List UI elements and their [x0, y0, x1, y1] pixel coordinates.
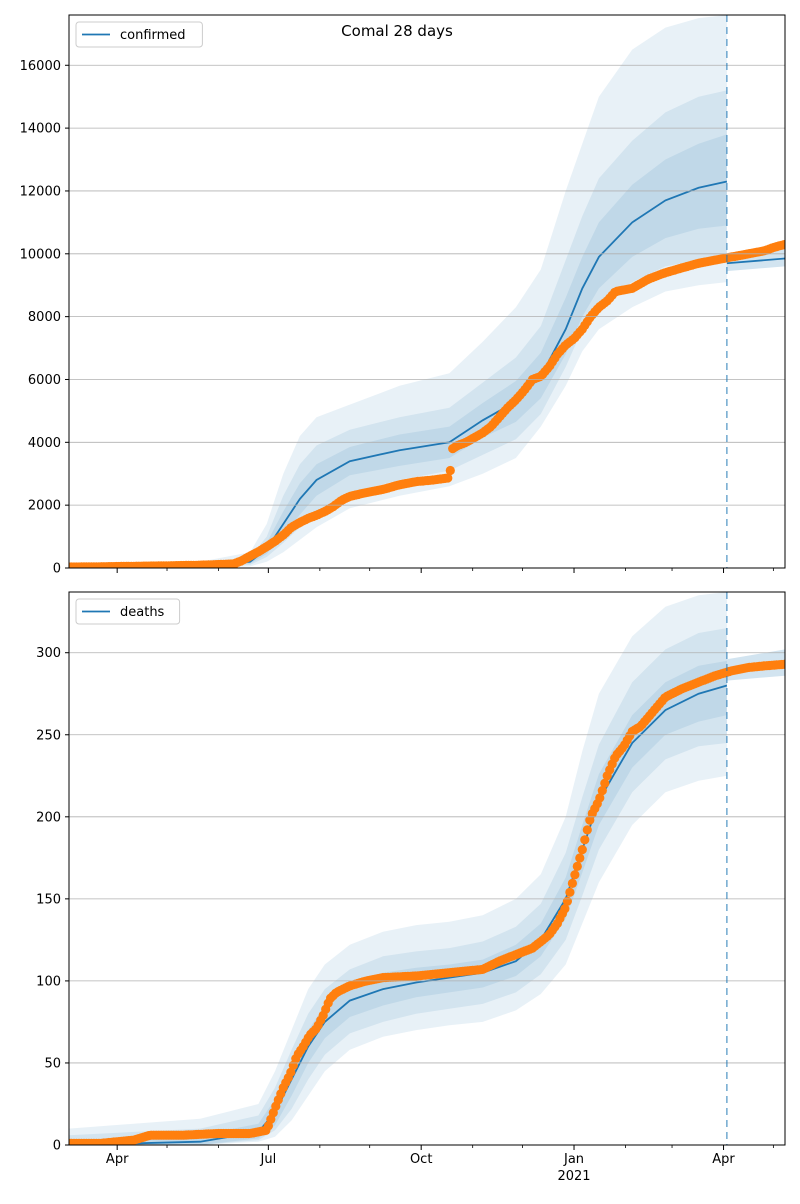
x-tick-label: Oct [410, 1152, 432, 1167]
y-tick-label: 50 [44, 1056, 61, 1071]
uncertainty-band-2 [69, 660, 727, 1145]
observed-point [570, 870, 580, 880]
y-tick-label: 14000 [20, 122, 61, 137]
y-tick-label: 300 [36, 646, 61, 661]
y-tick-label: 8000 [28, 310, 61, 325]
y-tick-label: 200 [36, 810, 61, 825]
y-tick-label: 16000 [20, 59, 61, 74]
y-tick-label: 10000 [20, 247, 61, 262]
uncertainty-band-0 [69, 592, 727, 1145]
x-tick-label: Jul [260, 1152, 277, 1167]
legend-label: deaths [120, 605, 165, 620]
observed-point [562, 896, 573, 906]
observed-point [779, 240, 785, 250]
observed-point [779, 659, 785, 669]
axes-frame [68, 14, 786, 569]
observed-point [580, 835, 590, 845]
observed-point [577, 845, 587, 855]
observed-point [595, 793, 605, 803]
observed-point [597, 786, 607, 796]
y-tick-label: 6000 [28, 373, 61, 388]
y-tick-label: 0 [53, 1139, 61, 1154]
x-tick-label: Apr [106, 1152, 129, 1167]
observed-point [582, 825, 592, 835]
observed-point [443, 473, 453, 483]
legend: confirmed [75, 21, 203, 48]
legend-box [75, 598, 181, 625]
x-tick-sublabel: 2021 [557, 1169, 590, 1184]
uncertainty-band-0 [69, 15, 727, 568]
uncertainty-band-2 [69, 134, 727, 567]
observed-point [565, 887, 575, 897]
legend-label: confirmed [120, 28, 186, 43]
y-tick-label: 100 [36, 974, 61, 989]
y-tick-label: 150 [36, 892, 61, 907]
confirmed-panel: 0 2000 4000 6000 8000 10000 12000 14000 16000 con… [20, 14, 786, 577]
y-tick-label: 250 [36, 728, 61, 743]
y-tick-label: 12000 [20, 184, 61, 199]
deaths-panel: 0 50 100 150 200 250 300 Apr Jul Oct Jan 2021 Apr dea… [36, 591, 786, 1184]
plot-area [69, 592, 785, 1145]
x-tick-label: Apr [712, 1152, 735, 1167]
observed-point [445, 465, 455, 476]
observed-point [600, 778, 610, 788]
y-tick-label: 4000 [28, 436, 61, 451]
forecast-extension-line [726, 257, 785, 265]
plot-area [69, 15, 785, 568]
axes-frame [68, 591, 786, 1146]
legend-box [75, 21, 203, 48]
uncertainty-band-1 [69, 90, 727, 568]
observed-point [560, 904, 570, 914]
observed-point [572, 861, 582, 872]
observed-point [575, 853, 585, 863]
y-tick-label: 2000 [28, 499, 61, 514]
uncertainty-band-1 [69, 628, 727, 1145]
chart-title: Comal 28 days [341, 22, 453, 40]
y-tick-label: 0 [53, 562, 61, 577]
legend: deaths [75, 598, 181, 625]
observed-point [567, 878, 578, 889]
x-tick-label: Jan [563, 1152, 584, 1167]
